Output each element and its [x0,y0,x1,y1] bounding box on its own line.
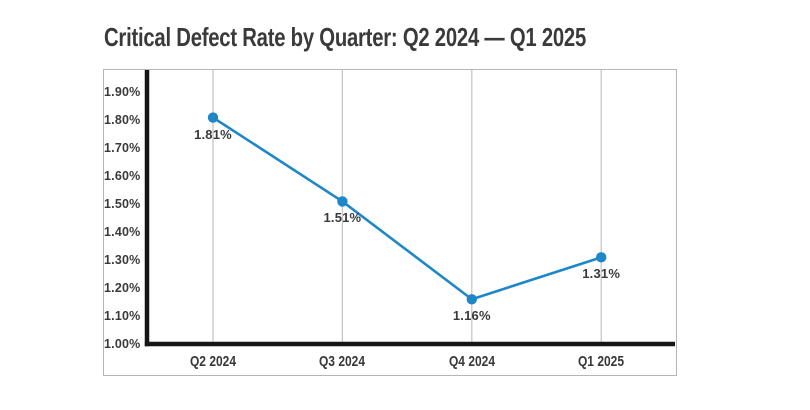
data-point-label: 1.16% [452,308,491,324]
data-point [466,294,477,305]
x-tick-label: Q2 2024 [189,353,237,370]
data-point-label: 1.51% [323,210,362,226]
chart-title: Critical Defect Rate by Quarter: Q2 2024… [104,22,587,52]
y-tick-label: 1.00% [104,337,141,351]
y-tick-label: 1.20% [104,281,141,296]
data-point [337,196,348,207]
data-point [596,252,607,263]
data-point-label: 1.81% [194,126,232,142]
x-tick-label: Q3 2024 [319,353,366,370]
y-tick-label: 1.50% [104,197,141,212]
data-point [207,112,219,123]
plot-region: 1.90% 1.80% 1.70% 1.60% 1.50% 1.40% 1.30% 1.20%… [104,70,675,374]
x-tick-label: Q4 2024 [448,353,495,370]
y-tick-label: 1.10% [104,309,141,324]
y-tick-label: 1.90% [104,85,141,100]
y-tick-label: 1.70% [104,141,141,156]
x-tick-label: Q1 2025 [578,353,625,370]
line-chart-svg [144,70,675,347]
chart-box: 1.90% 1.80% 1.70% 1.60% 1.50% 1.40% 1.30% 1.20%… [103,69,677,376]
trend-line [211,116,603,301]
y-tick-label: 1.30% [104,253,141,268]
y-tick-label: 1.60% [104,169,141,184]
data-point-label: 1.31% [582,266,621,282]
y-tick-label: 1.80% [104,113,141,128]
y-tick-label: 1.40% [104,225,141,240]
